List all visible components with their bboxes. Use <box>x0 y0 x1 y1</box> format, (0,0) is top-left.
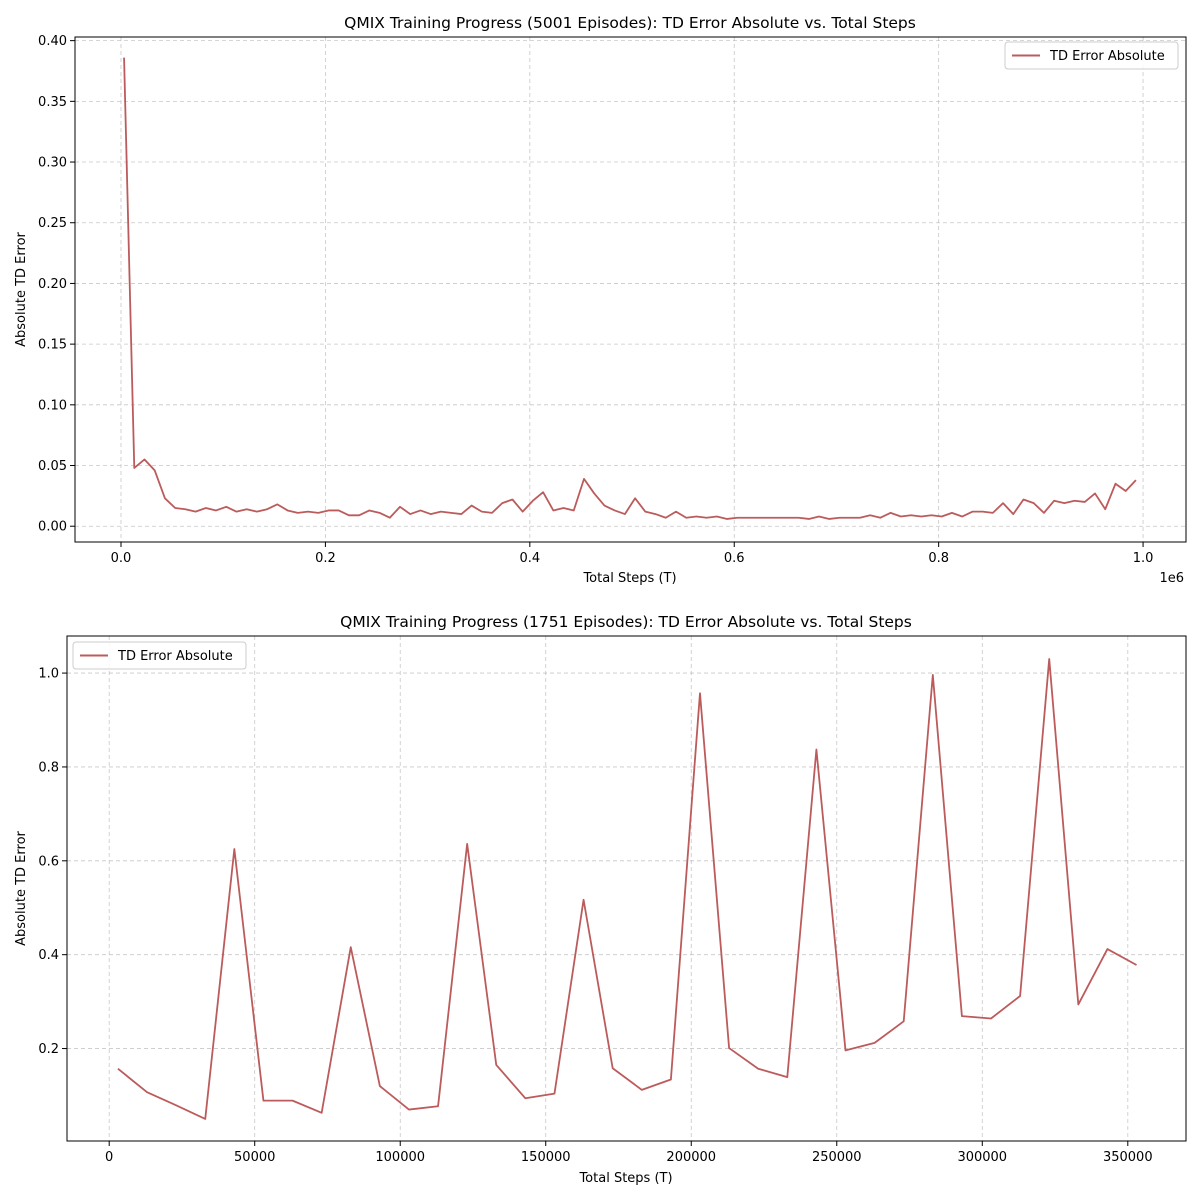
chart-1-y-tick-label: 0.40 <box>38 34 67 49</box>
chart-2-grid <box>67 636 1186 1141</box>
chart-1-line-layer <box>123 57 1137 520</box>
chart-2-series-line <box>117 658 1137 1120</box>
chart-1-x-tick-label: 0.2 <box>315 551 336 566</box>
chart-1-legend-label: TD Error Absolute <box>1049 49 1165 64</box>
chart-1-x-axis-label: Total Steps (T) <box>582 571 676 586</box>
chart-2-y-axis-label: Absolute TD Error <box>14 830 29 945</box>
chart-1-y-tick-label: 0.35 <box>38 95 67 110</box>
chart-2-x-tick-label: 100000 <box>375 1150 425 1165</box>
chart-2-legend: TD Error Absolute <box>72 641 247 670</box>
chart-1-series-line <box>123 57 1137 520</box>
chart-2-x-tick-label: 0 <box>105 1150 113 1165</box>
chart-2-x-tick-label: 200000 <box>666 1150 716 1165</box>
chart-2-line-layer <box>117 658 1137 1120</box>
chart-1-y-tick-label: 0.30 <box>38 156 67 171</box>
chart-1-x-tick-label: 0.4 <box>519 551 540 566</box>
chart-2-x-tick-label: 300000 <box>957 1150 1007 1165</box>
chart-2-x-tick-label: 50000 <box>234 1150 275 1165</box>
chart-2-x-tick-label: 250000 <box>812 1150 862 1165</box>
chart-1-title: QMIX Training Progress (5001 Episodes): … <box>344 14 916 32</box>
chart-1-legend-box <box>1004 41 1179 70</box>
chart-2-x-tick-label: 150000 <box>521 1150 571 1165</box>
chart-2-x-tick-label: 350000 <box>1103 1150 1153 1165</box>
chart-1-axes-frame <box>74 36 1187 543</box>
chart-1-x-tick-label: 0.0 <box>111 551 132 566</box>
chart-1-y-tick-label: 0.00 <box>38 520 67 535</box>
chart-2-ticks: 0 50000 100000 150000 200000 250000 300000 3500… <box>38 667 1152 1165</box>
chart-2-title: QMIX Training Progress (1751 Episodes): … <box>340 613 912 631</box>
chart-2-y-tick-label: 0.2 <box>38 1042 59 1057</box>
chart-2-legend-box <box>72 641 247 670</box>
chart-2-legend-label: TD Error Absolute <box>117 649 233 664</box>
chart-1-ticks: 0.0 0.2 0.4 0.6 0.8 1.0 0.00 0.05 0.10 0.15 0.20 0.… <box>38 34 1153 566</box>
chart-1-grid <box>75 37 1186 542</box>
chart-1-y-tick-label: 0.10 <box>38 398 67 413</box>
chart-1: 0.0 0.2 0.4 0.6 0.8 1.0 0.00 0.05 0.10 0.15 0.20 0.… <box>14 14 1187 586</box>
chart-1-y-tick-label: 0.25 <box>38 216 67 231</box>
chart-2: 0 50000 100000 150000 200000 250000 300000 3500… <box>14 613 1187 1186</box>
chart-1-y-tick-label: 0.05 <box>38 459 67 474</box>
chart-2-axes-frame <box>66 635 1187 1142</box>
chart-1-x-offset-label: 1e6 <box>1159 571 1184 586</box>
chart-2-y-tick-label: 0.8 <box>38 760 59 775</box>
chart-2-y-tick-label: 1.0 <box>38 667 59 682</box>
chart-1-x-tick-label: 0.6 <box>724 551 745 566</box>
chart-2-x-axis-label: Total Steps (T) <box>578 1171 672 1186</box>
chart-2-y-tick-label: 0.4 <box>38 948 59 963</box>
chart-1-y-tick-label: 0.15 <box>38 338 67 353</box>
chart-1-legend: TD Error Absolute <box>1004 41 1179 70</box>
chart-1-x-tick-label: 0.8 <box>928 551 949 566</box>
chart-2-y-tick-label: 0.6 <box>38 854 59 869</box>
chart-1-x-tick-label: 1.0 <box>1133 551 1154 566</box>
chart-1-y-tick-label: 0.20 <box>38 277 67 292</box>
chart-1-y-axis-label: Absolute TD Error <box>14 231 29 346</box>
